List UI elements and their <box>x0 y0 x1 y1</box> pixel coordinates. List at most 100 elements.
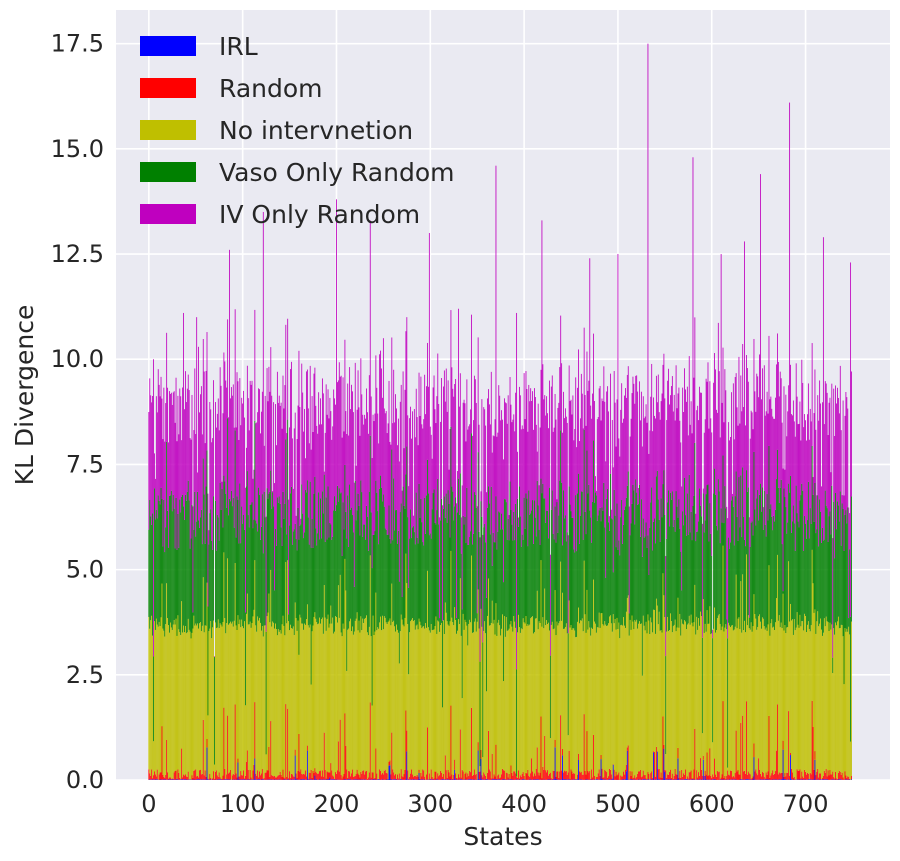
bar-state-66 <box>210 409 212 780</box>
bar-segment-639-1 <box>747 771 749 780</box>
bar-state-662 <box>769 399 771 780</box>
bar-segment-680-2 <box>786 627 788 773</box>
bar-segment-638-1 <box>746 774 748 780</box>
bar-segment-217-1 <box>352 769 353 780</box>
bar-segment-639-0 <box>747 779 749 780</box>
bar-state-709 <box>813 413 815 780</box>
bar-segment-333-0 <box>460 779 462 780</box>
bar-segment-744-2 <box>846 628 848 778</box>
bar-state-680 <box>786 436 788 780</box>
bar-segment-735-4 <box>837 397 839 506</box>
bar-segment-188-1 <box>324 770 326 780</box>
bar-segment-209-3 <box>344 464 346 559</box>
bar-segment-692-2 <box>797 624 799 771</box>
bar-segment-194-1 <box>330 763 332 780</box>
bar-segment-291-2 <box>421 628 423 777</box>
bar-segment-183-2 <box>320 623 321 771</box>
bar-state-630 <box>739 423 741 780</box>
bar-state-601 <box>712 629 714 780</box>
bar-segment-35-2 <box>181 601 183 749</box>
bar-segment-491-0 <box>609 779 610 780</box>
bar-segment-360-3 <box>486 597 487 692</box>
bar-segment-89-3 <box>231 506 233 622</box>
bar-segment-605-2 <box>716 630 717 777</box>
bar-segment-11-4 <box>158 384 160 501</box>
bar-state-494 <box>611 420 613 780</box>
bar-segment-552-2 <box>666 631 668 778</box>
bar-state-524 <box>640 420 641 780</box>
bar-segment-574-3 <box>686 493 688 625</box>
bar-segment-420-1 <box>542 766 544 780</box>
bar-state-596 <box>707 362 709 780</box>
bar-segment-52-2 <box>197 623 199 776</box>
bar-segment-503-2 <box>620 625 622 776</box>
bar-segment-682-0 <box>788 779 790 780</box>
bar-segment-705-0 <box>809 779 811 780</box>
bar-segment-486-3 <box>604 527 606 622</box>
bar-segment-628-4 <box>737 425 739 541</box>
bar-segment-671-1 <box>777 774 779 780</box>
bar-state-249 <box>382 397 383 780</box>
bar-segment-630-3 <box>739 527 741 630</box>
bar-segment-239-2 <box>372 615 374 773</box>
bar-segment-360-0 <box>486 779 487 780</box>
bar-segment-471-4 <box>590 405 592 518</box>
bar-segment-398-2 <box>521 629 523 774</box>
bar-segment-202-3 <box>337 501 339 586</box>
bar-state-77 <box>220 385 222 780</box>
bar-segment-239-0 <box>372 779 374 780</box>
bar-segment-443-1 <box>564 770 565 780</box>
bar-segment-557-4 <box>670 386 672 500</box>
bar-state-636 <box>745 425 746 780</box>
bar-segment-148-4 <box>287 318 289 420</box>
bar-segment-91-2 <box>233 620 235 775</box>
bar-segment-641-2 <box>749 629 751 775</box>
bar-state-620 <box>730 437 731 780</box>
bar-segment-638-4 <box>746 368 748 492</box>
bar-segment-62-0 <box>206 747 208 780</box>
bar-segment-669-1 <box>776 750 777 780</box>
bar-segment-97-1 <box>239 776 241 780</box>
bar-segment-175-4 <box>312 432 314 548</box>
bar-segment-450-1 <box>570 769 572 780</box>
bar-segment-464-2 <box>583 560 585 715</box>
bar-segment-354-4 <box>480 491 482 502</box>
bar-segment-327-1 <box>455 773 457 780</box>
bar-segment-620-2 <box>730 627 731 771</box>
bar-segment-464-4 <box>583 327 585 430</box>
bar-segment-44-2 <box>189 631 191 780</box>
bar-segment-708-2 <box>812 583 814 727</box>
bar-segment-324-4 <box>452 388 454 492</box>
bar-segment-140-3 <box>279 503 281 631</box>
bar-segment-67-3 <box>211 540 213 639</box>
bar-state-606 <box>716 412 718 780</box>
bar-segment-53-4 <box>198 346 199 521</box>
bar-segment-161-3 <box>299 525 301 615</box>
bar-segment-283-0 <box>413 779 415 780</box>
bar-segment-367-3 <box>492 532 494 624</box>
bar-segment-205-1 <box>340 775 342 780</box>
bar-state-32 <box>178 434 180 780</box>
bar-state-664 <box>771 408 773 780</box>
bar-state-307 <box>436 396 438 780</box>
bar-segment-650-1 <box>758 758 760 780</box>
bar-segment-227-1 <box>361 773 363 780</box>
bar-state-558 <box>671 376 673 780</box>
bar-state-441 <box>562 432 563 780</box>
bar-segment-737-3 <box>839 491 841 628</box>
bar-segment-660-2 <box>767 624 769 772</box>
bar-segment-44-3 <box>189 548 191 632</box>
bar-segment-71-2 <box>215 622 216 772</box>
bar-segment-76-1 <box>219 777 221 780</box>
bar-segment-439-0 <box>560 779 562 780</box>
bar-segment-2-1 <box>150 775 152 780</box>
bar-segment-213-1 <box>348 770 350 780</box>
bar-segment-722-2 <box>825 616 827 770</box>
bar-segment-252-4 <box>384 413 386 529</box>
bar-segment-136-4 <box>276 445 277 546</box>
bar-segment-537-1 <box>652 777 654 780</box>
bar-segment-697-0 <box>802 779 804 780</box>
bar-segment-148-1 <box>287 708 289 780</box>
bar-segment-79-4 <box>222 413 224 528</box>
bar-state-208 <box>343 431 345 780</box>
